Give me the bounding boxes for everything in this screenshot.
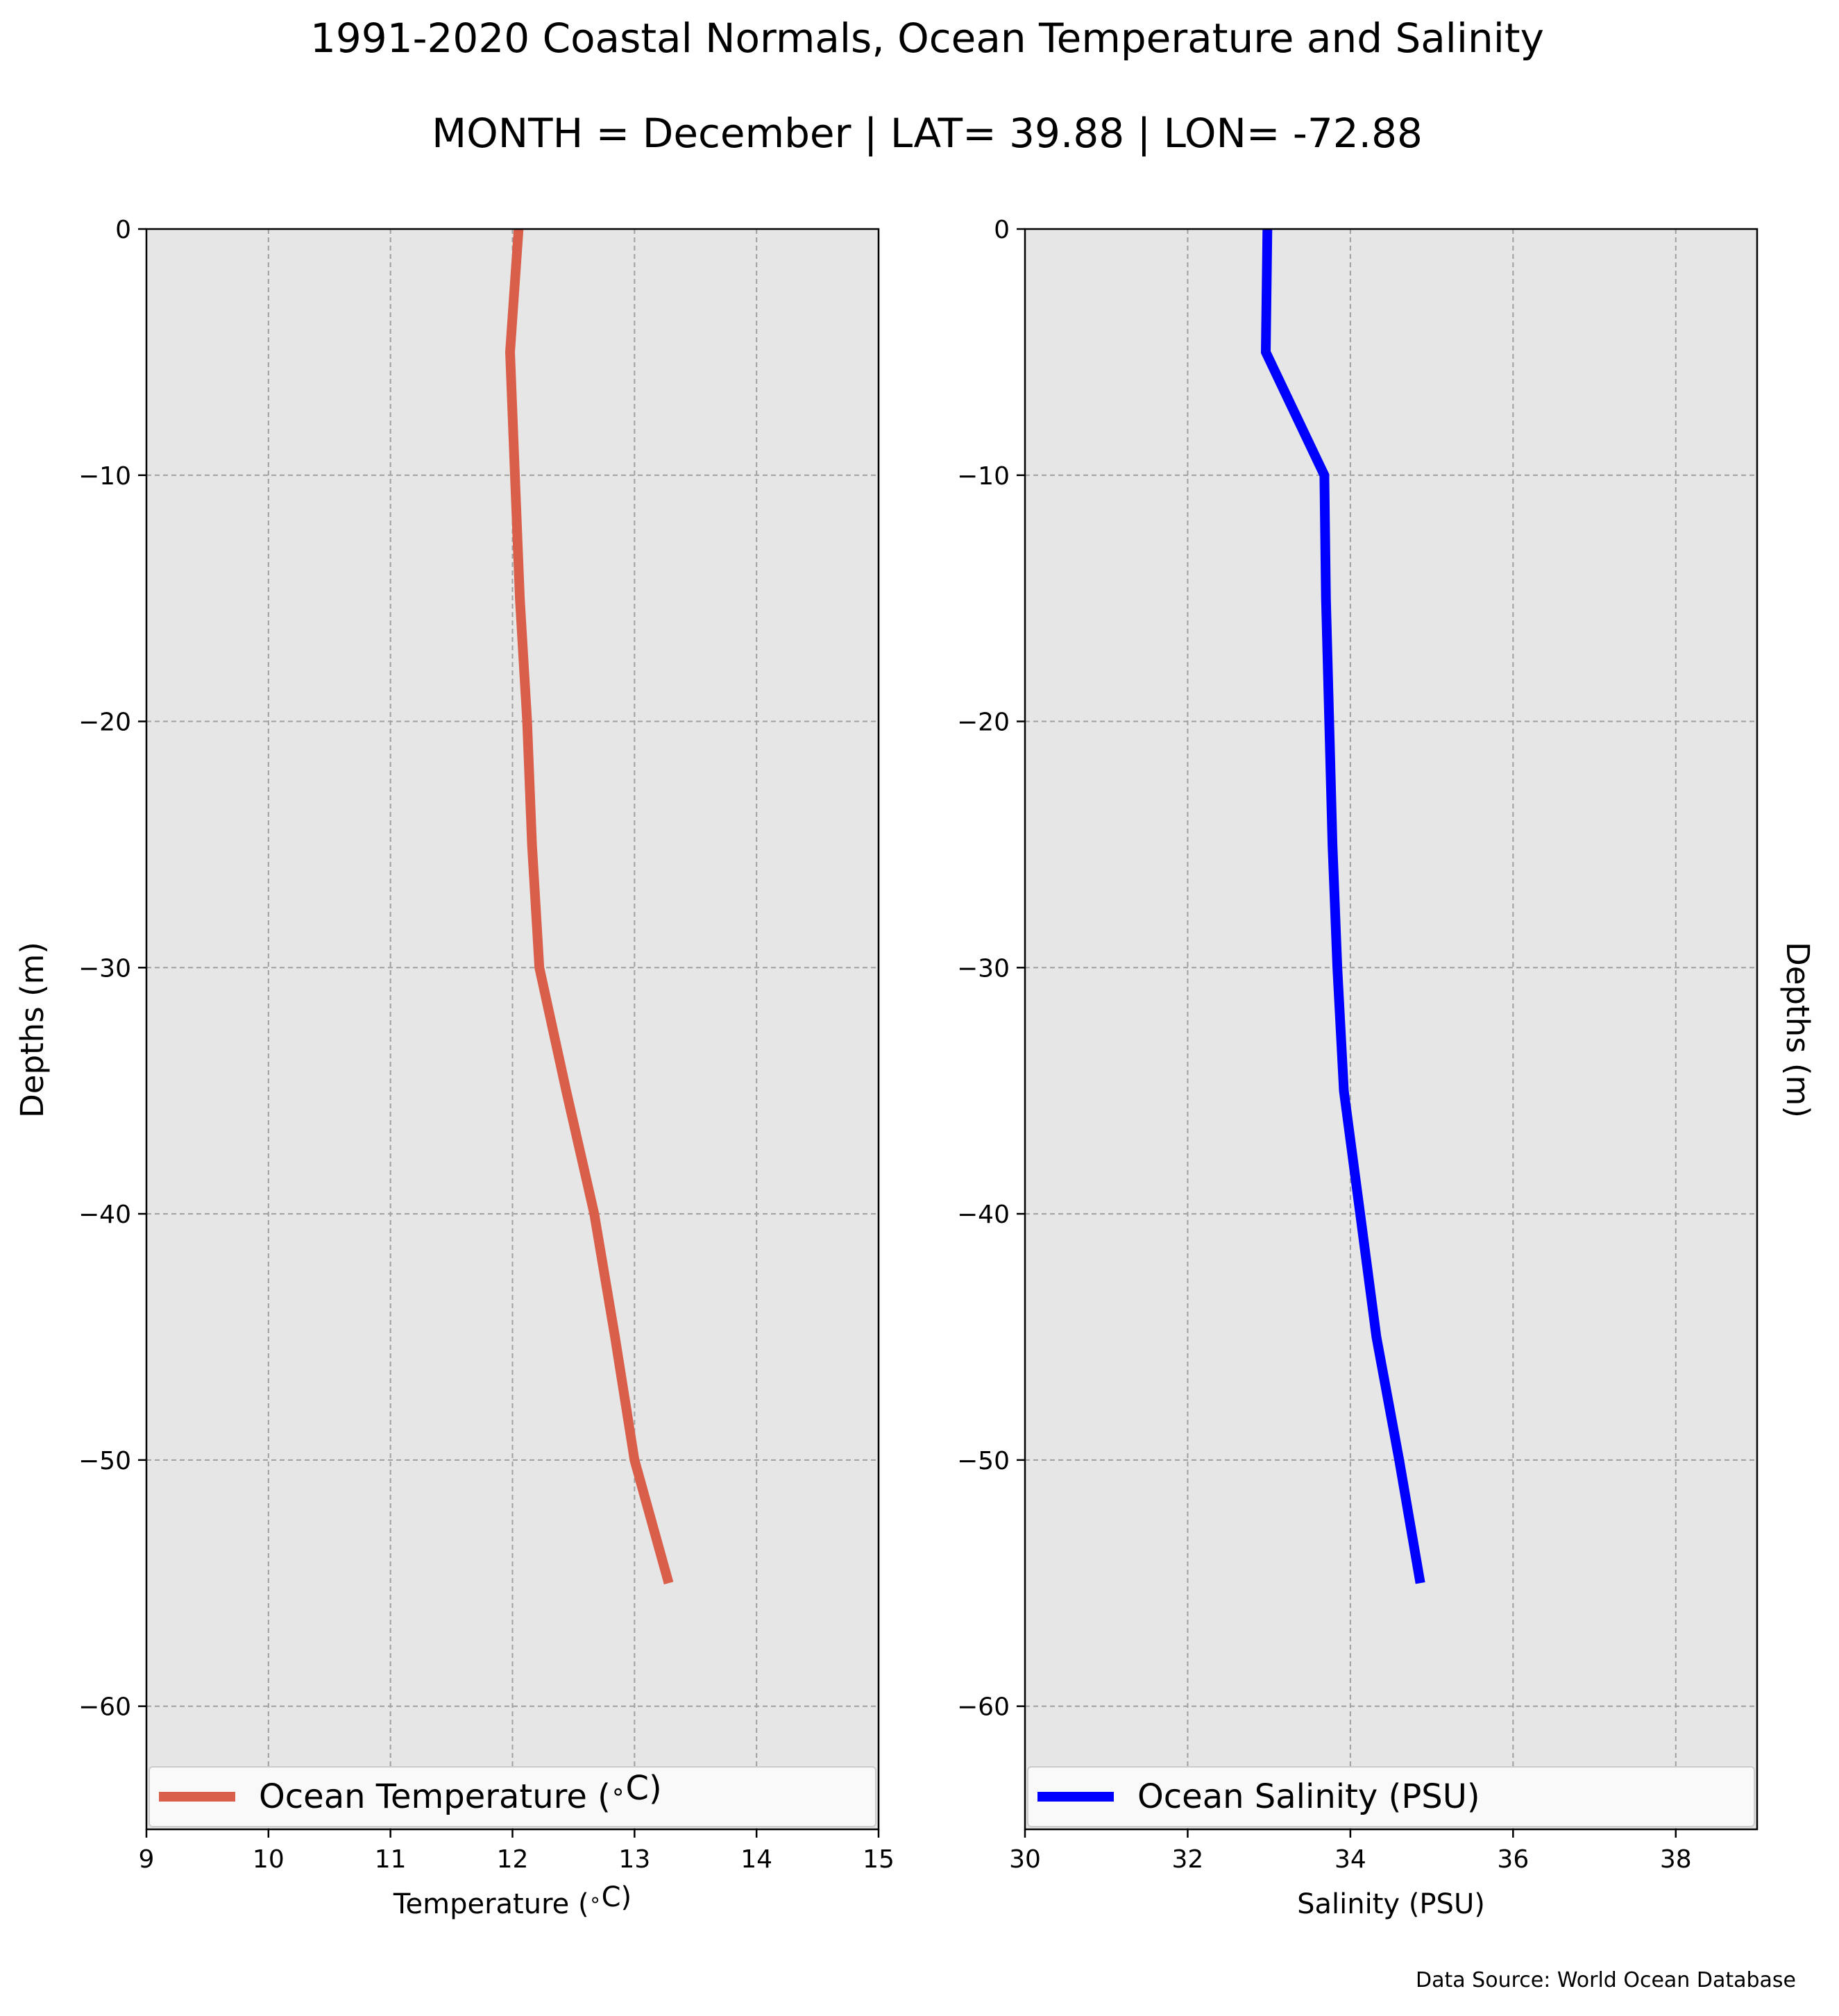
salinity-y-tick-label: −60 [957, 1693, 1010, 1722]
temperature-x-tick-label: 11 [375, 1845, 407, 1874]
salinity-y-tick-label: −40 [957, 1201, 1010, 1229]
salinity-legend-label: Ocean Salinity (PSU) [1137, 1777, 1480, 1816]
degree-symbol: ∘ [611, 1778, 626, 1806]
salinity-y-axis-label: Depths (m) [1779, 942, 1816, 1118]
temperature-y-axis-label: Depths (m) [14, 942, 51, 1118]
temperature-legend-box [149, 1766, 876, 1827]
temperature-y-tick-label: −40 [78, 1201, 131, 1229]
salinity-legend: Ocean Salinity (PSU) [1027, 1766, 1755, 1827]
salinity-y-tick-label: −20 [957, 709, 1010, 737]
salinity-y-tick-label: −50 [957, 1447, 1010, 1475]
temperature-x-tick-label: 12 [497, 1845, 529, 1874]
temperature-y-tick-label: −50 [78, 1447, 131, 1475]
temperature-x-tick-label: 15 [863, 1845, 895, 1874]
temperature-panel: Depths (m) 9 10 11 12 13 14 15 0 −10 −20 −30 −40 −50… [14, 216, 895, 1920]
salinity-panel: Depths (m) 30 32 34 36 38 0 −10 −20 −30 −40 −50 −60… [957, 216, 1816, 1920]
salinity-y-tick-label: −10 [957, 462, 1010, 491]
temperature-x-tick-label: 10 [253, 1845, 285, 1874]
temperature-x-tick-label: 9 [139, 1845, 155, 1874]
salinity-x-tick-label: 34 [1334, 1845, 1366, 1874]
chart-subtitle: MONTH = December | LAT= 39.88 | LON= -72… [432, 110, 1423, 157]
temperature-profile-line [505, 228, 674, 1585]
salinity-x-tick-label: 36 [1497, 1845, 1529, 1874]
temperature-x-axis-label: Temperature (∘C) [393, 1881, 632, 1920]
salinity-plot-area [1025, 229, 1757, 1829]
salinity-x-axis-label: Salinity (PSU) [1297, 1888, 1485, 1920]
salinity-profile-line [1260, 228, 1425, 1584]
salinity-legend-box [1027, 1766, 1755, 1827]
temperature-y-tick-label: 0 [115, 216, 131, 244]
temperature-legend-label: Ocean Temperature (∘C) [259, 1769, 662, 1816]
temperature-y-tick-label: −30 [78, 954, 131, 983]
salinity-x-tick-label: 30 [1009, 1845, 1041, 1874]
temperature-x-tick-label: 13 [618, 1845, 650, 1874]
temperature-y-tick-label: −20 [78, 709, 131, 737]
temperature-x-tick-label: 14 [740, 1845, 772, 1874]
degree-symbol: ∘ [589, 1888, 602, 1911]
temperature-legend: Ocean Temperature (∘C) [149, 1766, 876, 1827]
salinity-axes-frame [1024, 228, 1759, 1831]
salinity-x-tick-label: 38 [1660, 1845, 1692, 1874]
chart-title: 1991-2020 Coastal Normals, Ocean Tempera… [310, 15, 1544, 62]
data-source-note: Data Source: World Ocean Database [1416, 1968, 1796, 1992]
temperature-y-tick-label: −60 [78, 1693, 131, 1722]
salinity-x-tick-label: 32 [1172, 1845, 1204, 1874]
salinity-y-tick-label: 0 [994, 216, 1010, 244]
salinity-y-tick-label: −30 [957, 954, 1010, 983]
temperature-y-tick-label: −10 [78, 462, 131, 491]
